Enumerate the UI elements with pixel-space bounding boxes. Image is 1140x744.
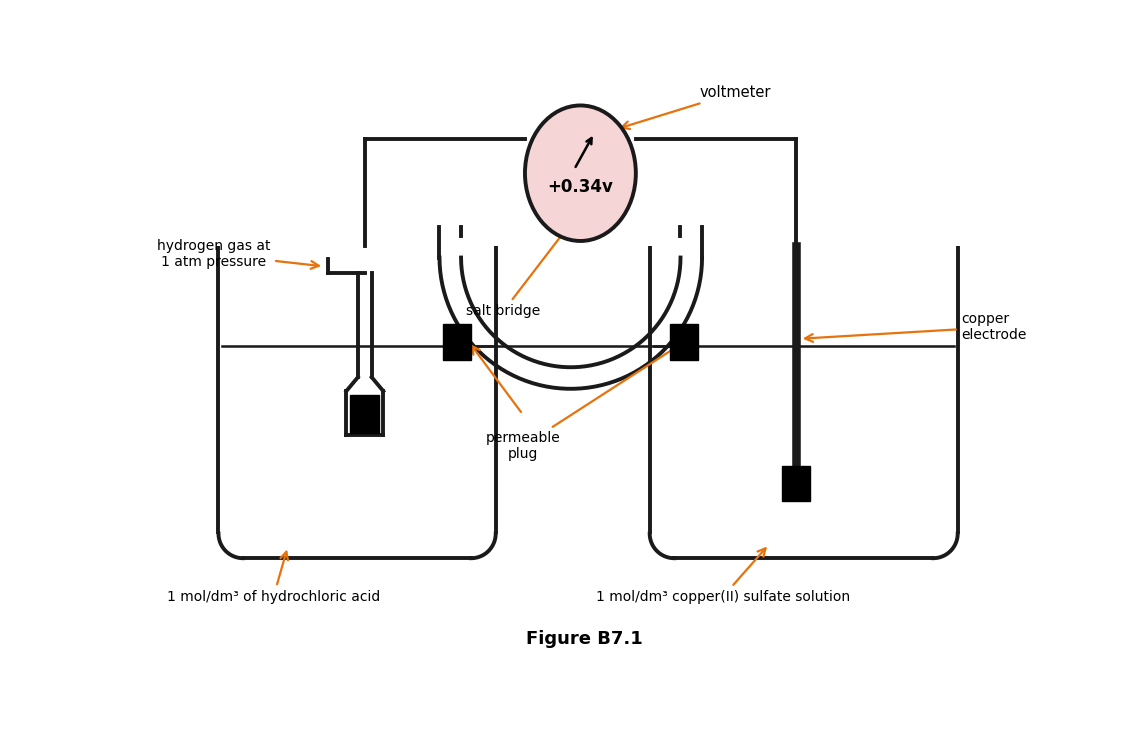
Text: copper
electrode: copper electrode [805, 312, 1027, 342]
Bar [443, 324, 471, 359]
Text: permeable
plug: permeable plug [486, 344, 679, 461]
Text: Figure B7.1: Figure B7.1 [526, 630, 643, 648]
Ellipse shape [524, 106, 636, 241]
Text: salt bridge: salt bridge [466, 228, 568, 318]
Text: +0.34v: +0.34v [547, 178, 613, 196]
Text: hydrogen gas at
1 atm pressure: hydrogen gas at 1 atm pressure [157, 239, 319, 269]
Bar [782, 466, 809, 501]
Text: voltmeter: voltmeter [621, 85, 772, 129]
Bar [350, 395, 380, 434]
Text: 1 mol/dm³ copper(II) sulfate solution: 1 mol/dm³ copper(II) sulfate solution [596, 548, 850, 603]
Text: 1 mol/dm³ of hydrochloric acid: 1 mol/dm³ of hydrochloric acid [166, 552, 380, 603]
Bar [670, 324, 698, 359]
